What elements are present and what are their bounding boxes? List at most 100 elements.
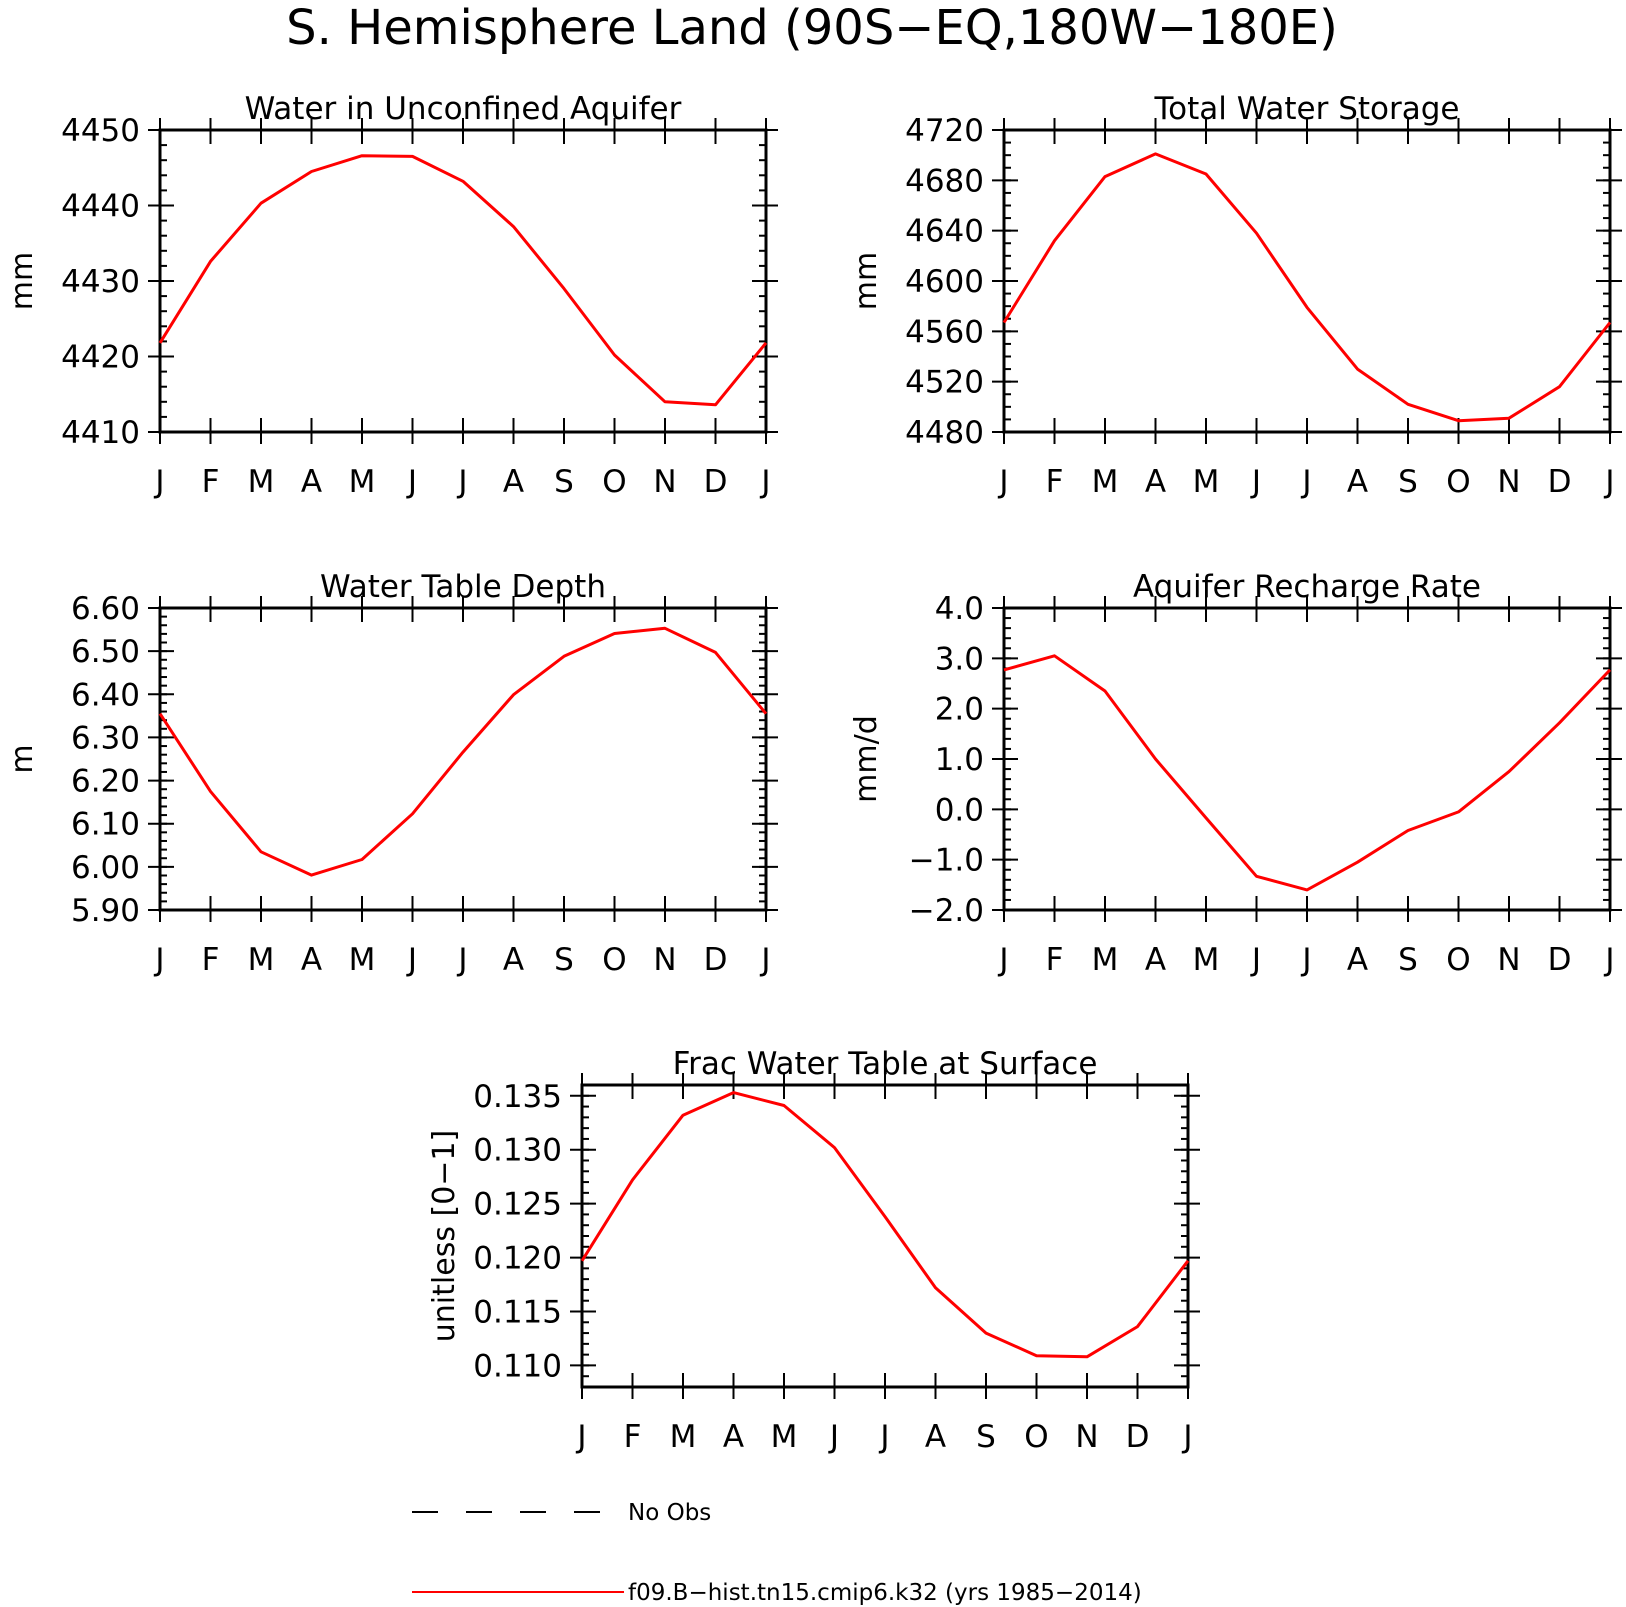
y-tick-label: 2.0 (935, 692, 984, 728)
x-tick-label: M (771, 1419, 798, 1455)
y-tick-label: −2.0 (909, 893, 984, 929)
series-line (1002, 152, 1612, 423)
series-line (1003, 654, 1612, 892)
y-tick-label: 6.50 (71, 634, 140, 670)
x-tick-label: J (997, 942, 1008, 978)
x-tick-label: O (1446, 942, 1470, 978)
x-tick-label: M (1193, 464, 1220, 500)
plot-frame (1002, 606, 1612, 912)
x-tick-label: J (1181, 1419, 1192, 1455)
y-tick-label: 0.135 (473, 1079, 562, 1115)
x-tick-label: J (456, 942, 467, 978)
x-tick-label: M (1193, 942, 1220, 978)
x-tick-label: D (1548, 464, 1572, 500)
x-tick-label: J (1603, 464, 1614, 500)
y-tick-label: 4640 (905, 214, 984, 250)
x-tick-label: J (406, 942, 417, 978)
x-tick-label: J (1603, 942, 1614, 978)
y-tick-label: 5.90 (71, 893, 140, 929)
x-tick-label: M (248, 464, 275, 500)
series-line (580, 1091, 1190, 1359)
y-tick-label: 4.0 (935, 591, 984, 627)
y-axis-label: mm/d (849, 715, 884, 803)
y-axis-label: unitless [0−1] (427, 1130, 462, 1342)
plot-frame (1002, 128, 1612, 434)
plot-frame (158, 128, 768, 434)
x-tick-label: A (1347, 464, 1368, 500)
x-tick-label: N (1497, 942, 1520, 978)
y-tick-label: −1.0 (909, 843, 984, 879)
y-tick-label: 6.20 (71, 764, 140, 800)
y-tick-label: 4520 (905, 365, 984, 401)
x-tick-label: J (406, 464, 417, 500)
y-tick-label: 6.60 (71, 591, 140, 627)
y-axis-label: mm (5, 252, 40, 310)
x-tick-label: A (925, 1419, 946, 1455)
x-tick-label: A (503, 464, 524, 500)
x-tick-label: N (1075, 1419, 1098, 1455)
x-tick-label: S (1398, 942, 1418, 978)
chart-panel-4: Aquifer Recharge Ratemm/d−2.0−1.00.01.02… (849, 569, 1622, 978)
y-tick-label: 4450 (61, 113, 140, 149)
x-tick-label: F (624, 1419, 642, 1455)
x-tick-label: M (349, 942, 376, 978)
x-tick-label: M (1092, 464, 1119, 500)
x-tick-label: O (602, 464, 626, 500)
x-tick-label: J (1300, 464, 1311, 500)
x-tick-label: D (704, 464, 728, 500)
legend: No Obs f09.B−hist.tn15.cmip6.k32 (yrs 19… (412, 1500, 1142, 1606)
x-tick-label: F (1046, 464, 1064, 500)
figure-title: S. Hemisphere Land (90S−EQ,180W−180E) (286, 0, 1338, 56)
chart-panel-2: Total Water Storagemm4480452045604600464… (849, 91, 1622, 500)
x-tick-label: J (153, 464, 164, 500)
x-tick-label: M (248, 942, 275, 978)
y-tick-label: 1.0 (935, 742, 984, 778)
x-tick-label: A (723, 1419, 744, 1455)
x-tick-label: N (1497, 464, 1520, 500)
x-tick-label: J (575, 1419, 586, 1455)
series-line (158, 626, 768, 877)
x-tick-label: S (554, 942, 574, 978)
x-tick-label: F (202, 942, 220, 978)
x-tick-label: M (349, 464, 376, 500)
y-tick-label: 3.0 (935, 641, 984, 677)
x-tick-label: J (153, 942, 164, 978)
x-tick-label: S (976, 1419, 996, 1455)
x-tick-label: F (202, 464, 220, 500)
x-tick-label: S (1398, 464, 1418, 500)
y-tick-label: 0.0 (935, 792, 984, 828)
x-tick-label: S (554, 464, 574, 500)
x-tick-label: J (1250, 464, 1261, 500)
y-tick-label: 4680 (905, 163, 984, 199)
y-tick-label: 4410 (61, 415, 140, 451)
x-tick-label: J (828, 1419, 839, 1455)
x-tick-label: M (1092, 942, 1119, 978)
x-tick-label: J (759, 942, 770, 978)
legend-label-model: f09.B−hist.tn15.cmip6.k32 (yrs 1985−2014… (628, 1580, 1142, 1606)
x-tick-label: A (1145, 464, 1166, 500)
x-tick-label: A (301, 942, 322, 978)
x-tick-label: O (1446, 464, 1470, 500)
y-tick-label: 4720 (905, 113, 984, 149)
x-tick-label: N (653, 464, 676, 500)
y-tick-label: 0.120 (473, 1241, 562, 1277)
y-tick-label: 4440 (61, 189, 140, 225)
y-tick-label: 4600 (905, 264, 984, 300)
x-tick-label: D (1548, 942, 1572, 978)
x-tick-label: O (1024, 1419, 1048, 1455)
x-tick-label: J (456, 464, 467, 500)
x-tick-label: A (301, 464, 322, 500)
y-tick-label: 4560 (905, 314, 984, 350)
x-tick-label: M (670, 1419, 697, 1455)
x-tick-label: O (602, 942, 626, 978)
x-tick-label: D (1126, 1419, 1150, 1455)
x-tick-label: N (653, 942, 676, 978)
series-line (158, 154, 768, 407)
y-tick-label: 0.115 (473, 1295, 562, 1331)
y-tick-label: 4430 (61, 264, 140, 300)
x-tick-label: J (997, 464, 1008, 500)
plot-frame (158, 606, 768, 912)
x-tick-label: J (1250, 942, 1261, 978)
